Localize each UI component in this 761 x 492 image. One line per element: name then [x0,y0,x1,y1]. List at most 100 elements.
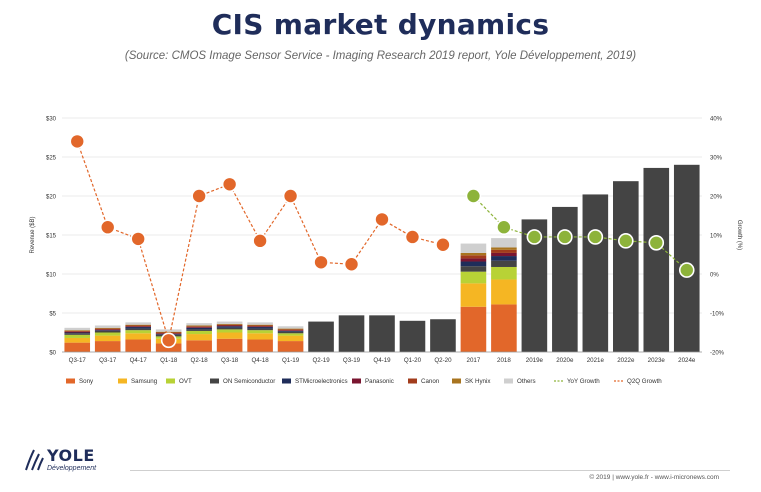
bar-stmicro [247,327,273,329]
bar-panasonic [125,326,151,328]
y-tick-label: $10 [46,273,57,279]
marker-qoq_marker [343,256,360,273]
marker-qoq_marker [221,176,238,193]
x-tick-label: Q4-18 [251,357,269,364]
x-tick-label: 2020e [556,357,574,364]
bar-canon [64,330,91,332]
marker-qoq_marker [160,332,177,349]
logo-tagline: Développement [47,465,97,472]
marker-qoq_marker [374,211,390,228]
marker-yoy_marker [526,229,543,245]
bar-ovt [216,329,243,333]
y-tick-label: $5 [49,312,56,318]
bar-samsung [216,332,243,339]
bar-stmicro [94,330,121,331]
bar-others [216,321,243,324]
bar-samsung [94,335,121,342]
y-axis-title: Revenue ($B) [30,216,36,253]
bar-sony [64,342,91,352]
y2-tick-label: 20% [710,195,723,201]
bar-total [552,206,578,352]
x-tick-label: 2019e [526,357,544,364]
marker-yoy_marker [557,229,573,245]
marker-yoy_marker [648,235,665,251]
bar-stmicro [277,330,304,332]
marker-qoq_marker [282,188,299,204]
y-tick-label: $25 [46,156,57,162]
x-tick-label: Q3-17 [69,357,87,364]
bar-sony [277,341,304,352]
bar-others [277,326,304,329]
bar-panasonic [247,326,273,328]
bar-panasonic [216,325,243,327]
marker-qoq_marker [69,133,86,150]
bar-canon [186,326,212,328]
bar-panasonic [94,329,121,331]
bar-canon [125,325,151,327]
bar-ovt [186,330,212,335]
bar-on_semi [491,260,517,267]
bar-sony [125,339,151,352]
bar-sony [247,339,273,352]
bar-sk_hynix [247,324,273,326]
bar-others [247,322,273,325]
chart-title: CIS market dynamics [211,8,550,41]
bar-on_semi [64,333,91,335]
bar-on_semi [460,266,487,272]
marker-qoq_marker [404,229,421,245]
bar-total [613,181,639,352]
x-tick-label: 2018 [497,357,511,364]
bar-sk_hynix [216,323,243,325]
legend-swatch-sony [66,378,75,384]
bar-stmicro [186,327,212,330]
legend-swatch-sk_hynix [452,378,461,384]
x-tick-label: Q1-19 [282,357,300,364]
bar-others [64,327,91,331]
marker-qoq_marker [130,231,146,247]
bar-ovt [247,330,273,334]
bar-panasonic [491,252,517,257]
bar-canon [247,325,273,327]
y-tick-label: $0 [49,351,56,357]
bar-samsung [186,334,212,341]
bar-sk_hynix [186,325,212,327]
legend-swatch-on_semi [210,378,219,384]
y-tick-label: $30 [46,117,57,123]
legend-swatch-others [504,378,513,384]
x-tick-label: 2022e [617,357,635,364]
legend-swatch-panasonic [352,378,361,384]
copyright-text: © 2019 | www.yole.fr - www.i-micronews.c… [589,474,719,481]
bar-total [338,315,365,352]
footer-divider [130,470,730,471]
y2-tick-label: -10% [710,312,725,318]
y2-axis-title: Growth (%) [736,220,742,250]
bar-on_semi [94,330,121,333]
bar-stmicro [216,326,243,328]
legend-label: Panasonic [365,378,394,385]
marker-yoy_marker [618,233,634,249]
x-tick-label: Q4-19 [373,357,391,364]
bar-on_semi [277,331,304,334]
marker-yoy_marker [496,219,512,235]
marker-qoq_marker [435,236,451,253]
marker-yoy_marker [465,188,482,204]
bar-canon [94,328,121,330]
x-tick-label: Q2-20 [434,357,452,364]
x-tick-label: Q3-18 [221,357,239,364]
y2-tick-label: 40% [710,117,723,123]
bar-ovt [277,333,304,336]
marker-qoq_marker [99,219,116,235]
legend-label: Canon [421,378,440,385]
legend-label: Samsung [131,378,158,385]
bar-total [582,194,609,352]
bar-stmicro [125,327,151,329]
bar-ovt [94,332,121,336]
bar-sony [216,338,243,352]
bar-on_semi [186,329,212,331]
bar-sony [491,304,517,352]
legend-label: Others [517,378,536,385]
legend-label: STMicroelectronics [295,378,348,385]
y2-tick-label: 0% [710,273,719,279]
x-tick-label: Q2-19 [312,357,330,364]
bar-others [94,325,121,328]
